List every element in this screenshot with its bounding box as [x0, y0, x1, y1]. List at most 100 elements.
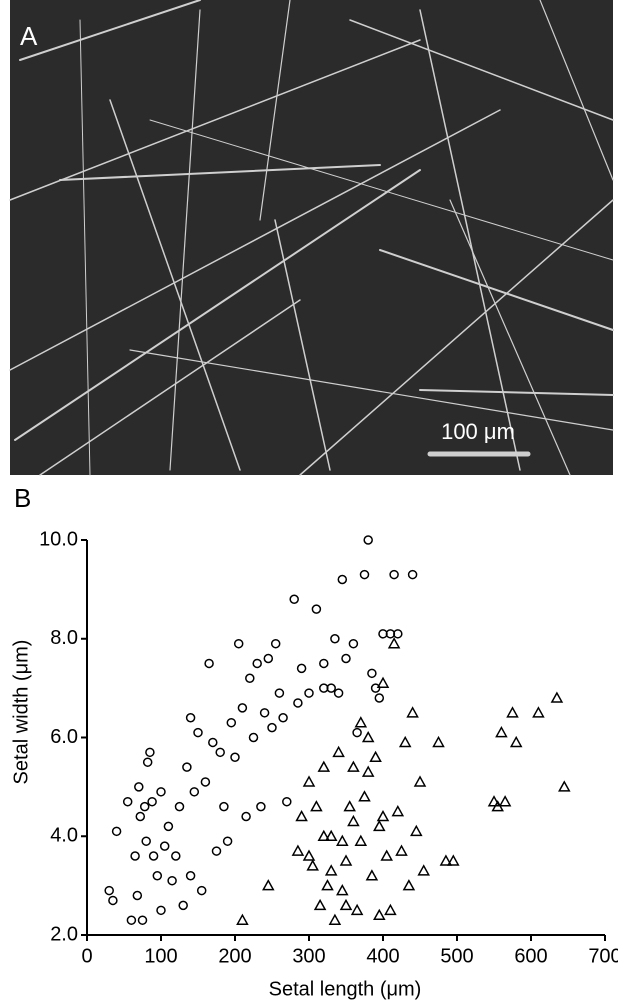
circle-point — [159, 841, 170, 851]
triangle-point — [358, 790, 371, 802]
triangle-point — [398, 735, 412, 748]
circle-point — [156, 905, 166, 916]
circle-point — [171, 851, 181, 861]
y-tick-label: 6.0 — [50, 726, 78, 748]
circle-point — [222, 836, 233, 846]
circle-point — [278, 713, 288, 723]
circle-point — [226, 717, 237, 728]
circle-point — [245, 673, 255, 683]
triangle-point — [317, 760, 331, 772]
circle-point — [348, 638, 359, 649]
circle-point — [219, 801, 229, 812]
circle-point — [148, 851, 159, 861]
circle-point — [256, 801, 266, 812]
triangle-point — [336, 884, 349, 896]
circle-point — [267, 722, 277, 733]
triangle-point — [339, 898, 353, 911]
circle-point — [130, 851, 140, 861]
triangle-point — [317, 829, 331, 841]
triangle-point — [417, 864, 430, 876]
triangle-point — [376, 676, 390, 688]
circle-point — [126, 915, 137, 925]
circle-point — [367, 668, 377, 679]
triangle-point — [439, 854, 453, 866]
triangle-point — [387, 637, 401, 649]
triangle-point — [498, 795, 512, 807]
circle-point — [204, 658, 214, 669]
triangle-point — [391, 805, 405, 817]
circle-point — [282, 796, 292, 807]
circle-point — [145, 747, 155, 758]
circle-point — [137, 915, 148, 925]
triangle-point — [328, 913, 342, 925]
triangle-point — [343, 800, 356, 812]
triangle-point — [369, 750, 382, 762]
circle-point — [289, 594, 299, 604]
circle-point — [263, 653, 274, 664]
circle-point — [363, 535, 373, 545]
triangle-point — [310, 800, 323, 812]
triangle-point — [384, 903, 397, 916]
circle-point — [393, 629, 403, 639]
circle-point — [208, 737, 218, 748]
x-tick-label: 100 — [144, 945, 177, 967]
y-tick-label: 2.0 — [50, 923, 78, 945]
triangle-point — [347, 814, 360, 827]
circle-point — [141, 836, 151, 846]
circle-point — [296, 663, 307, 674]
circle-point — [132, 890, 143, 901]
triangle-point — [447, 854, 460, 866]
circle-point — [134, 782, 144, 792]
triangle-point — [558, 780, 571, 792]
triangle-point — [350, 903, 364, 916]
circle-point — [330, 634, 340, 644]
triangle-point — [376, 809, 390, 822]
circle-point — [108, 895, 118, 906]
y-tick-label: 8.0 — [50, 627, 78, 649]
triangle-point — [354, 716, 368, 728]
triangle-point — [550, 691, 564, 703]
x-tick-label: 600 — [514, 945, 547, 967]
triangle-point — [302, 775, 316, 787]
y-axis-title: Setal width (μm) — [10, 640, 32, 785]
triangle-point — [361, 730, 375, 743]
circle-point — [319, 658, 329, 669]
x-tick-label: 200 — [218, 945, 251, 967]
circle-point — [389, 569, 399, 580]
circle-point — [230, 752, 240, 762]
circle-point — [156, 787, 166, 797]
triangle-point — [361, 765, 375, 777]
triangle-point — [332, 745, 345, 758]
circle-point — [174, 801, 185, 812]
triangle-point — [506, 706, 519, 718]
circle-point — [370, 683, 381, 693]
triangle-point — [365, 869, 379, 881]
circle-point — [252, 658, 262, 669]
triangle-point — [373, 908, 386, 920]
x-tick-label: 700 — [588, 945, 618, 967]
triangle-point — [236, 913, 249, 925]
triangle-point — [495, 726, 508, 738]
circle-point — [311, 604, 322, 614]
circle-point — [111, 826, 122, 837]
circle-point — [237, 703, 248, 713]
circle-point — [182, 762, 192, 772]
triangle-point — [413, 775, 427, 787]
triangle-point — [354, 834, 368, 846]
circle-point — [341, 653, 351, 664]
circle-point — [274, 688, 285, 698]
y-tick-label: 4.0 — [50, 825, 78, 847]
circle-point — [142, 757, 153, 767]
circle-point — [185, 871, 196, 881]
triangle-point — [509, 735, 523, 748]
circle-point — [304, 688, 314, 698]
triangle-point — [313, 898, 327, 911]
triangle-point — [321, 879, 334, 891]
circle-point — [359, 569, 370, 580]
circle-point — [104, 885, 114, 896]
circle-point — [122, 796, 133, 807]
triangle-point — [406, 706, 419, 718]
triangle-point — [347, 760, 360, 772]
circle-point — [241, 811, 251, 822]
